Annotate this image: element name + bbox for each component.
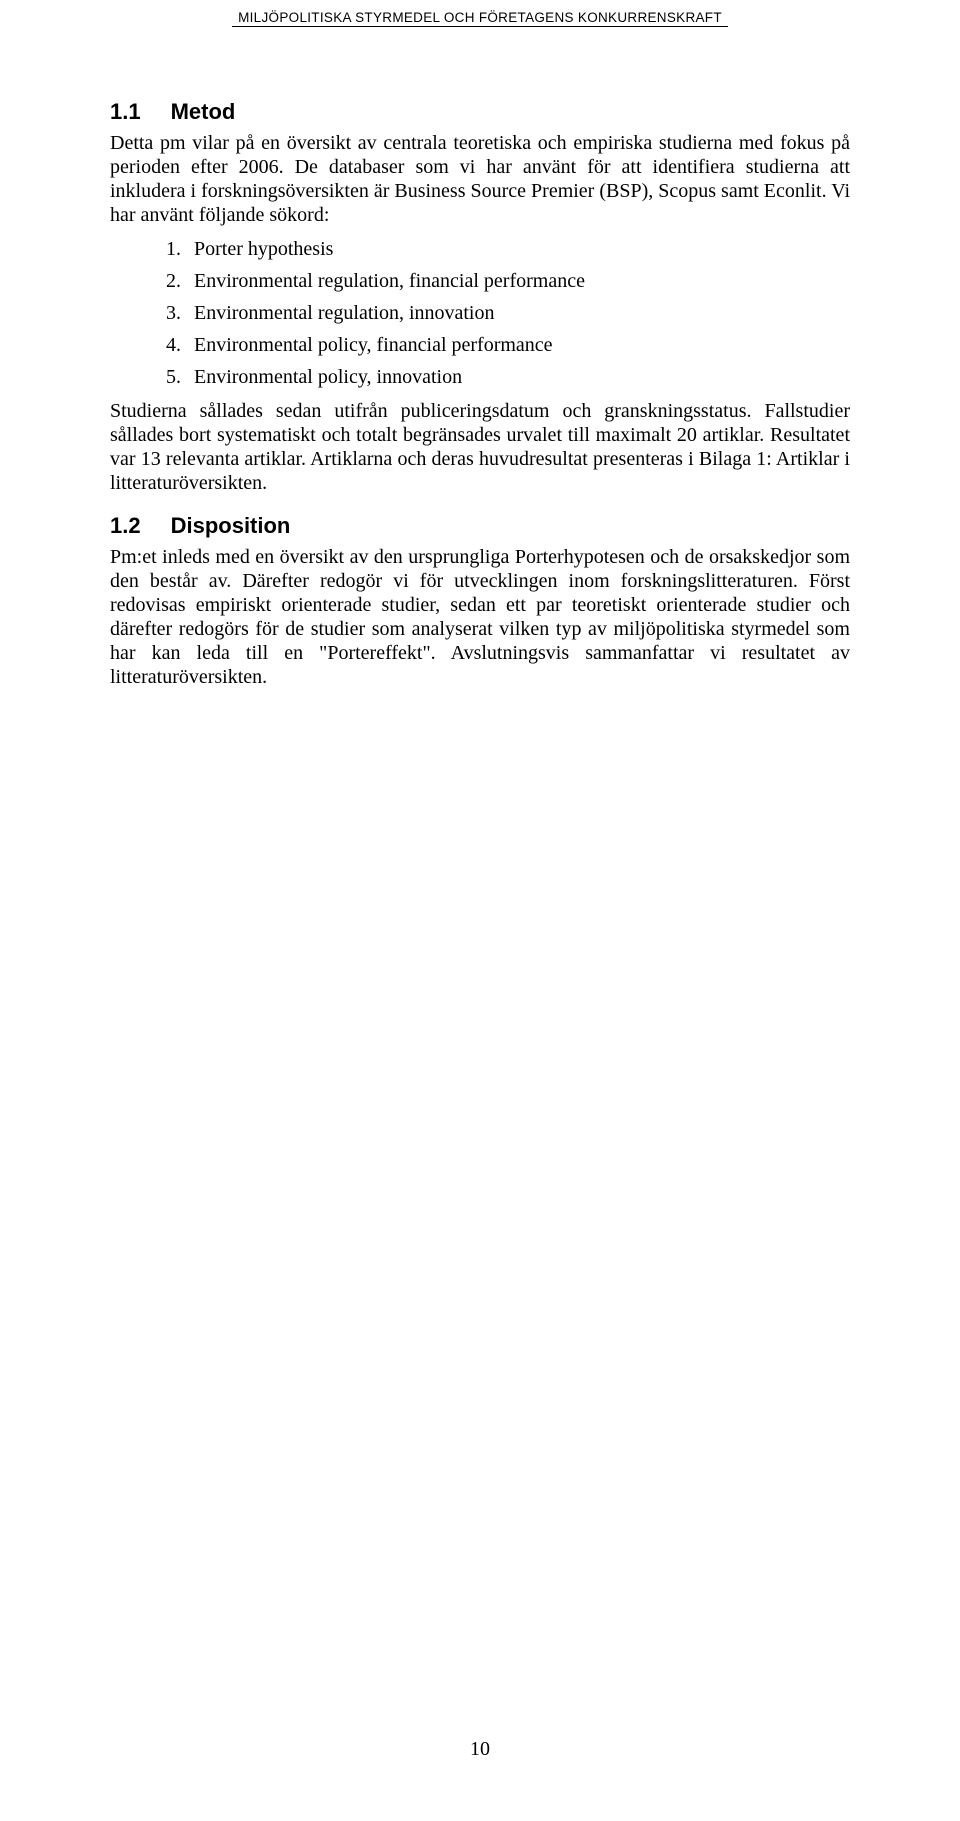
document-page: MILJÖPOLITISKA STYRMEDEL OCH FÖRETAGENS … xyxy=(0,10,960,689)
page-number: 10 xyxy=(0,1738,960,1761)
list-item: Environmental regulation, financial perf… xyxy=(138,269,850,293)
list-item: Porter hypothesis xyxy=(138,237,850,261)
running-header: MILJÖPOLITISKA STYRMEDEL OCH FÖRETAGENS … xyxy=(110,10,850,27)
section1-paragraph-1: Detta pm vilar på en översikt av central… xyxy=(110,131,850,227)
section-number: 1.1 xyxy=(110,99,141,125)
running-header-text: MILJÖPOLITISKA STYRMEDEL OCH FÖRETAGENS … xyxy=(232,10,728,27)
section-number: 1.2 xyxy=(110,513,141,539)
section-heading-disposition: 1.2 Disposition xyxy=(110,513,850,539)
section-title: Disposition xyxy=(171,513,291,538)
keyword-list: Porter hypothesis Environmental regulati… xyxy=(110,237,850,389)
section-heading-metod: 1.1 Metod xyxy=(110,99,850,125)
list-item: Environmental policy, financial performa… xyxy=(138,333,850,357)
list-item: Environmental policy, innovation xyxy=(138,365,850,389)
section1-paragraph-2: Studierna sållades sedan utifrån publice… xyxy=(110,399,850,495)
section-title: Metod xyxy=(171,99,236,124)
list-item: Environmental regulation, innovation xyxy=(138,301,850,325)
section2-paragraph-1: Pm:et inleds med en översikt av den ursp… xyxy=(110,545,850,689)
